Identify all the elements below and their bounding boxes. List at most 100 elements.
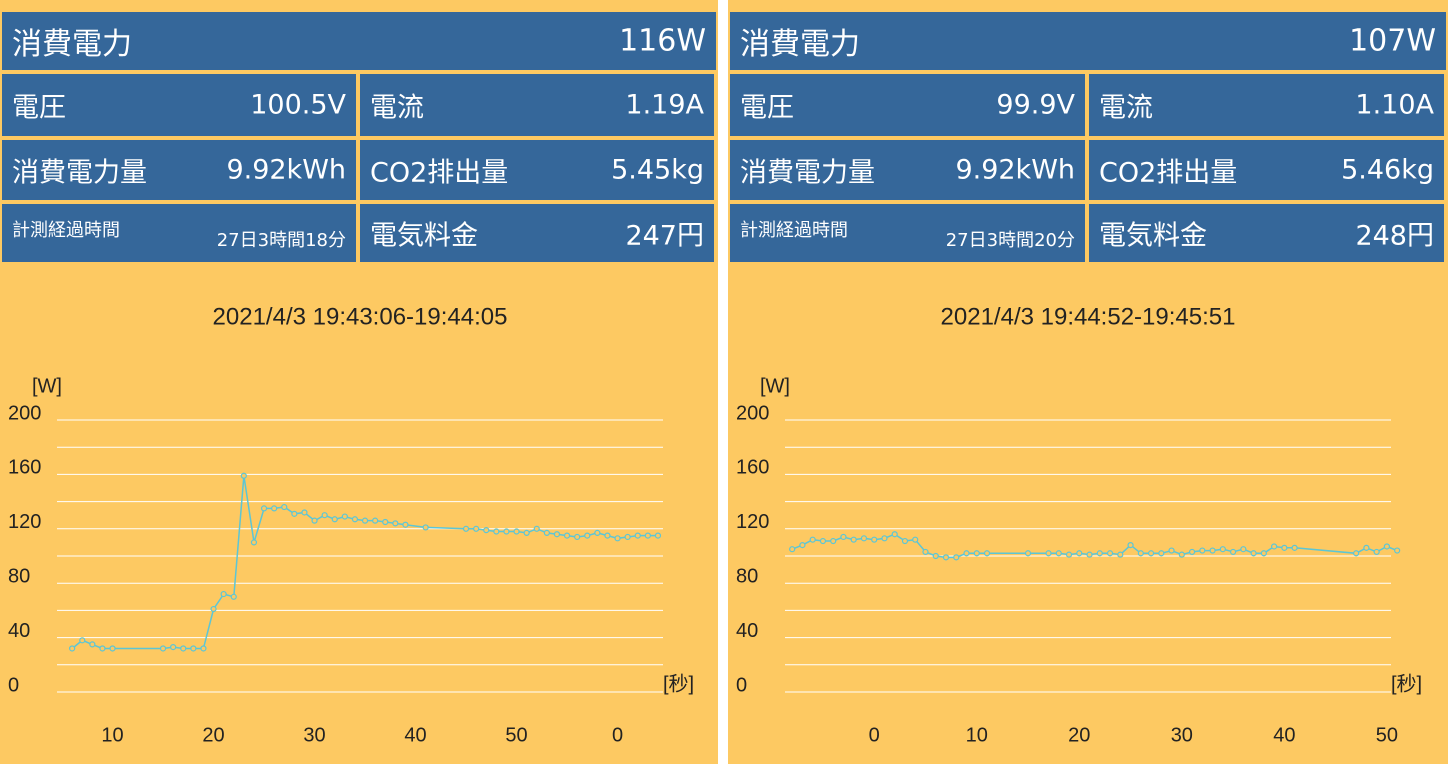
x-tick-label: 10 [101, 724, 123, 746]
data-point [250, 539, 258, 546]
data-point [392, 520, 399, 527]
data-point [240, 472, 247, 479]
x-axis-label: [秒] [1391, 672, 1422, 695]
data-point [422, 524, 429, 531]
data-point [654, 532, 662, 539]
data-point [372, 517, 379, 524]
data-point [311, 517, 318, 524]
data-point [190, 645, 197, 652]
tile-value: 99.9V [996, 89, 1075, 121]
data-point [563, 532, 571, 539]
data-point [1240, 546, 1247, 553]
tile: 消費電力量 9.92kWh [730, 140, 1085, 200]
data-point [89, 641, 96, 648]
data-point [79, 637, 86, 644]
data-point [819, 537, 827, 545]
data-point [69, 645, 76, 652]
data-point [901, 537, 909, 545]
chart: 2021/4/3 19:43:06-19:44:05 [W] [秒] 0 40 80 120… [8, 303, 694, 746]
x-tick-label: 20 [202, 724, 224, 746]
x-tick-label: 0 [869, 724, 880, 746]
data-point [382, 518, 389, 526]
tile-label: 消費電力 [12, 27, 132, 62]
data-point [159, 645, 167, 652]
data-point [1096, 550, 1103, 557]
data-point [912, 536, 919, 543]
data-point [1106, 550, 1114, 557]
data-point [860, 535, 868, 542]
data-point [1250, 550, 1257, 557]
data-point [1024, 550, 1032, 557]
tile: 電流 1.19A [360, 74, 714, 136]
data-point [462, 525, 470, 532]
data-point [840, 533, 847, 541]
data-point [973, 550, 980, 557]
data-point [1076, 550, 1083, 557]
tile-label: 計測経過時間 [740, 220, 848, 241]
x-tick-label: 30 [1171, 724, 1193, 746]
data-point [1188, 548, 1196, 556]
x-tick-label: 20 [1068, 724, 1090, 746]
panel: 2021/4/3 19:43:06-19:44:05 [W] [秒] 0 40 80 120… [0, 0, 718, 764]
y-tick-label: 0 [736, 674, 747, 696]
y-tick-label: 120 [8, 511, 41, 533]
tile-value: 9.92kWh [955, 154, 1075, 186]
data-point [523, 529, 530, 536]
data-point [1363, 544, 1370, 551]
y-tick-label: 40 [736, 620, 758, 642]
data-point [881, 535, 888, 542]
tile-label: 消費電力 [740, 27, 860, 62]
data-point [574, 533, 581, 541]
tile: 電圧 99.9V [730, 74, 1085, 136]
y-tick-label: 40 [8, 620, 30, 642]
data-point [109, 645, 116, 652]
data-point [1394, 547, 1401, 554]
data-point [953, 554, 960, 561]
tile-value: 116W [619, 23, 706, 59]
tile-label: 電流 [370, 92, 424, 124]
data-point [1158, 550, 1165, 557]
y-tick-label: 200 [736, 402, 769, 424]
panel: 2021/4/3 19:44:52-19:45:51 [W] [秒] 0 40 80 120… [728, 0, 1448, 764]
data-point [1055, 550, 1062, 557]
data-point [210, 605, 217, 613]
tile: CO2排出量 5.45kg [360, 140, 714, 200]
data-point [799, 542, 806, 549]
data-point [493, 528, 500, 535]
data-point [230, 593, 237, 600]
chart-title: 2021/4/3 19:44:52-19:45:51 [941, 303, 1236, 330]
tile-value: 5.45kg [611, 154, 704, 186]
data-point [634, 532, 641, 539]
tile-label: 消費電力量 [12, 157, 147, 189]
data-point [1137, 550, 1144, 557]
tile-label: 電気料金 [370, 220, 478, 252]
data-point [871, 536, 878, 543]
data-point [260, 505, 268, 512]
data-point [271, 505, 278, 512]
x-tick-label: 50 [505, 724, 527, 746]
data-point [1045, 550, 1052, 557]
data-point [809, 536, 816, 543]
tile-value: 27日3時間18分 [216, 230, 346, 251]
tile: 計測経過時間 27日3時間18分 [2, 204, 356, 262]
tile-label: 計測経過時間 [12, 220, 120, 241]
data-point [1127, 542, 1134, 549]
tile: 電気料金 248円 [1089, 204, 1444, 262]
data-point [1260, 550, 1267, 557]
data-point [584, 532, 591, 539]
data-point [341, 513, 348, 520]
y-tick-label: 0 [8, 674, 19, 696]
data-point [321, 512, 328, 519]
y-tick-label: 80 [736, 565, 758, 587]
tile: 電流 1.10A [1089, 74, 1444, 136]
data-point [1209, 547, 1216, 554]
data-point [830, 537, 837, 545]
tile-label: CO2排出量 [1099, 157, 1238, 189]
tile-value: 5.46kg [1341, 154, 1434, 186]
data-point [473, 525, 480, 532]
data-point [281, 503, 288, 511]
data-point [220, 590, 227, 598]
data-point [1383, 543, 1390, 550]
y-tick-label: 160 [736, 457, 769, 479]
data-point [624, 533, 631, 541]
